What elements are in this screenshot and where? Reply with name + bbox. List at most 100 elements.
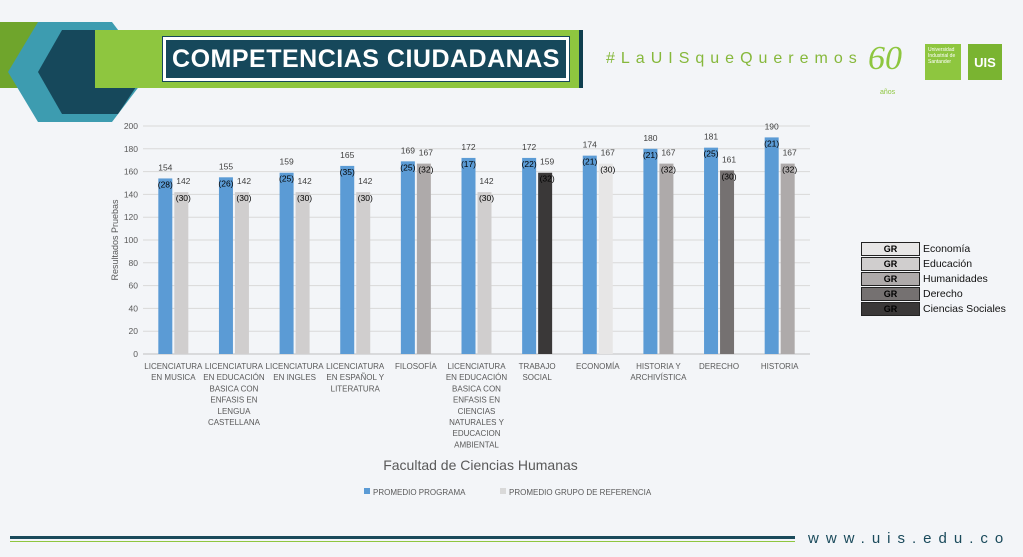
- x-tick-label: LICENCIATURA: [266, 362, 325, 371]
- bar-programa: [522, 157, 537, 354]
- annotation-programa: (25): [703, 149, 718, 159]
- footer-line: [10, 536, 795, 539]
- footer-url: www.uis.edu.co: [808, 530, 1011, 547]
- annotation-programa: (25): [279, 174, 294, 184]
- x-tick-label: CIENCIAS: [458, 407, 496, 416]
- data-label-referencia: 167: [661, 148, 675, 158]
- annotation-referencia: (30): [297, 193, 312, 203]
- x-tick-label: LICENCIATURA: [326, 362, 385, 371]
- annotation-referencia: (32): [540, 174, 555, 184]
- annotation-programa: (35): [340, 167, 355, 177]
- y-tick-label: 180: [124, 144, 138, 154]
- page-title-box: COMPETENCIAS CIUDADANAS: [163, 37, 569, 81]
- annotation-programa: (17): [461, 159, 476, 169]
- data-label-referencia: 167: [601, 148, 615, 158]
- hashtag-text: #LaUISqueQueremos: [606, 50, 863, 67]
- gr-legend-swatch: GR: [861, 286, 920, 301]
- gr-legend-swatch: GR: [861, 301, 920, 316]
- bar-referencia: [356, 192, 371, 354]
- annotation-programa: (22): [522, 159, 537, 169]
- data-label-programa: 169: [401, 145, 415, 155]
- bar-programa: [643, 148, 658, 354]
- data-label-referencia: 142: [176, 176, 190, 186]
- gr-legend-label: Educación: [923, 257, 973, 270]
- footer-line-accent: [10, 541, 795, 542]
- data-label-referencia: 142: [297, 176, 311, 186]
- x-tick-label: ENFASIS EN: [453, 396, 500, 405]
- annotation-referencia: (30): [358, 193, 373, 203]
- annotation-referencia: (32): [661, 165, 676, 175]
- annotation-programa: (21): [764, 138, 779, 148]
- y-tick-label: 80: [129, 258, 139, 268]
- x-tick-label: DERECHO: [699, 362, 739, 371]
- bar-referencia: [538, 172, 553, 354]
- x-tick-label: SOCIAL: [522, 373, 552, 382]
- anniversary-word: años: [880, 89, 896, 96]
- y-tick-label: 200: [124, 121, 138, 131]
- bar-referencia: [598, 163, 613, 354]
- data-label-programa: 154: [158, 162, 172, 172]
- x-tick-label: BASICA CON: [452, 384, 501, 393]
- x-tick-label: AMBIENTAL: [454, 440, 499, 449]
- annotation-programa: (26): [218, 178, 233, 188]
- university-name-badge: Universidad Industrial de Santander: [925, 44, 961, 80]
- annotation-programa: (21): [582, 157, 597, 167]
- x-tick-label: EDUCACION: [452, 429, 500, 438]
- x-tick-label: LENGUA: [218, 407, 252, 416]
- bar-referencia: [477, 192, 492, 354]
- y-tick-label: 120: [124, 212, 138, 222]
- bar-programa: [704, 147, 719, 354]
- annotation-referencia: (30): [721, 171, 736, 181]
- x-tick-label: EN EDUCACIÓN: [446, 373, 508, 382]
- gr-legend-row: GR Educación: [861, 256, 1006, 271]
- x-tick-label: ARCHIVÍSTICA: [630, 373, 687, 382]
- annotation-referencia: (30): [236, 193, 251, 203]
- series-legend-swatch: [364, 488, 370, 494]
- annotation-referencia: (32): [418, 165, 433, 175]
- header-divider: [579, 30, 583, 88]
- gr-legend-row: GR Economía: [861, 241, 1006, 256]
- bar-programa: [764, 137, 779, 354]
- gr-legend-label: Derecho: [923, 287, 963, 300]
- data-label-referencia: 161: [722, 154, 736, 164]
- annotation-programa: (25): [400, 162, 415, 172]
- bar-programa: [158, 178, 173, 354]
- x-tick-label: EN EDUCACIÓN: [203, 373, 265, 382]
- x-tick-label: TRABAJO: [519, 362, 556, 371]
- annotation-referencia: (30): [479, 193, 494, 203]
- data-label-programa: 181: [704, 132, 718, 142]
- annotation-referencia: (30): [600, 165, 615, 175]
- data-label-programa: 190: [765, 121, 779, 131]
- x-tick-label: NATURALES Y: [449, 418, 504, 427]
- data-label-referencia: 142: [479, 176, 493, 186]
- gr-legend-label: Humanidades: [923, 272, 988, 285]
- data-label-programa: 155: [219, 161, 233, 171]
- bar-programa: [461, 157, 476, 354]
- gr-legend-swatch: GR: [861, 256, 920, 271]
- gr-legend-label: Economía: [923, 242, 971, 255]
- data-label-programa: 180: [643, 133, 657, 143]
- x-tick-label: HISTORIA: [761, 362, 799, 371]
- x-tick-label: CASTELLANA: [208, 418, 261, 427]
- x-tick-label: LICENCIATURA: [205, 362, 264, 371]
- y-axis-label: Resultados Pruebas: [110, 199, 120, 281]
- x-tick-label: EN INGLES: [273, 373, 316, 382]
- series-legend-label: PROMEDIO PROGRAMA: [373, 488, 466, 497]
- y-tick-label: 100: [124, 235, 138, 245]
- data-label-programa: 159: [279, 157, 293, 167]
- bar-programa: [279, 172, 294, 354]
- y-tick-label: 20: [129, 326, 139, 336]
- annotation-referencia: (32): [782, 165, 797, 175]
- x-tick-label: EN MUSICA: [151, 373, 196, 382]
- x-tick-label: EN ESPAÑOL Y: [326, 373, 384, 382]
- gr-legend-swatch: GR: [861, 271, 920, 286]
- bar-programa: [400, 161, 415, 354]
- gr-legend-swatch: GR: [861, 241, 920, 256]
- annotation-referencia: (30): [176, 193, 191, 203]
- data-label-programa: 165: [340, 150, 354, 160]
- bar-referencia: [174, 192, 189, 354]
- y-tick-label: 40: [129, 303, 139, 313]
- x-tick-label: LICENCIATURA: [144, 362, 203, 371]
- x-tick-label: ENFASIS EN: [210, 396, 257, 405]
- data-label-referencia: 159: [540, 157, 554, 167]
